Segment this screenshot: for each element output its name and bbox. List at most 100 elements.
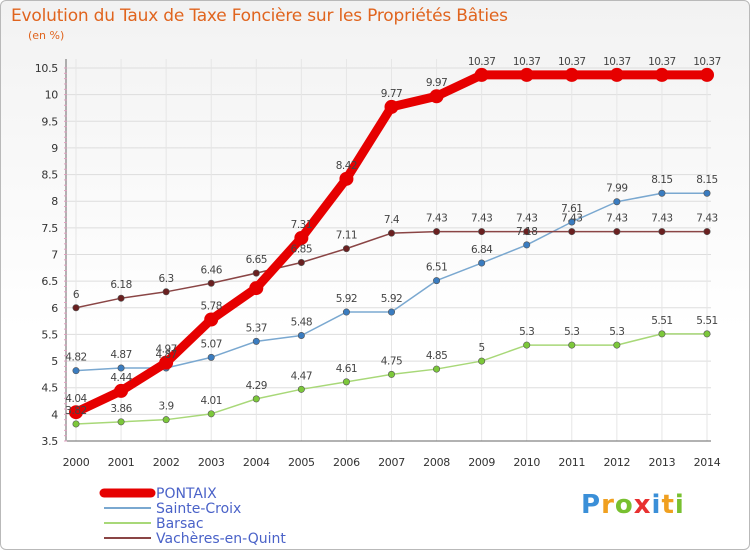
data-point: [433, 228, 441, 236]
data-label: 7.4: [384, 214, 400, 226]
data-point: [207, 353, 215, 361]
x-tick-label: 2011: [558, 456, 585, 469]
data-point: [342, 245, 350, 253]
x-tick-label: 2010: [513, 456, 540, 469]
data-label: 10.37: [693, 56, 721, 68]
data-point: [294, 230, 309, 245]
data-label: 3.86: [110, 403, 132, 415]
data-point: [297, 385, 305, 393]
x-tick-label: 2013: [649, 456, 676, 469]
data-label: 10.37: [558, 56, 586, 68]
data-label: 4.75: [381, 355, 402, 367]
x-tick-label: 2014: [694, 456, 721, 469]
x-tick-label: 2012: [603, 456, 630, 469]
data-label: 7.43: [516, 213, 537, 225]
data-point: [339, 171, 354, 186]
data-point: [568, 341, 576, 349]
data-label: 4.61: [336, 363, 357, 375]
data-label: 7.43: [696, 213, 717, 225]
data-point: [249, 281, 264, 296]
data-label: 7.31: [291, 219, 312, 231]
data-label: 5.07: [201, 338, 222, 350]
data-point: [204, 312, 219, 327]
data-point: [564, 67, 579, 82]
data-label: 7.61: [561, 203, 582, 215]
data-label: 8.15: [696, 174, 717, 186]
y-tick-label: 6.5: [41, 275, 58, 288]
data-point: [297, 331, 305, 339]
x-tick-label: 2008: [423, 456, 450, 469]
x-tick-label: 2000: [63, 456, 90, 469]
x-tick-label: 2009: [468, 456, 495, 469]
logo-letter: i: [674, 490, 685, 520]
data-label: 6.84: [471, 244, 493, 256]
data-point: [117, 418, 125, 426]
data-point: [387, 308, 395, 316]
data-point: [613, 228, 621, 236]
data-point: [658, 330, 666, 338]
data-point: [478, 228, 486, 236]
data-point: [613, 341, 621, 349]
data-point: [162, 416, 170, 424]
data-point: [523, 341, 531, 349]
legend-label: PONTAIX: [156, 486, 217, 502]
data-point: [658, 228, 666, 236]
data-point: [609, 67, 624, 82]
y-tick-label: 4.5: [41, 382, 58, 395]
x-tick-label: 2004: [243, 456, 270, 469]
data-point: [429, 89, 444, 104]
data-label: 10.37: [648, 56, 676, 68]
data-label: 7.99: [606, 183, 627, 195]
data-label: 5.37: [246, 322, 267, 334]
data-point: [159, 355, 174, 370]
data-label: 4.82: [65, 352, 86, 364]
y-tick-label: 3.5: [41, 435, 58, 448]
chart-title: Evolution du Taux de Taxe Foncière sur l…: [11, 6, 508, 26]
data-label: 4.87: [110, 349, 131, 361]
data-label: 4.97: [155, 344, 176, 356]
data-label: 7.43: [471, 213, 492, 225]
logo-letter: t: [661, 490, 675, 520]
data-label: 6.18: [110, 279, 131, 291]
data-point: [519, 67, 534, 82]
data-label: 6.65: [246, 254, 267, 266]
data-point: [703, 228, 711, 236]
data-label: 6.46: [201, 264, 223, 276]
data-label: 10.37: [468, 56, 496, 68]
data-label: 8.42: [336, 160, 357, 172]
data-point: [523, 228, 531, 236]
x-tick-label: 2002: [153, 456, 180, 469]
logo-letter: x: [633, 490, 652, 520]
y-tick-label: 5.5: [41, 328, 58, 341]
data-point: [478, 357, 486, 365]
data-label: 4.47: [291, 370, 312, 382]
data-point: [72, 367, 80, 375]
data-label: 7.18: [516, 226, 537, 238]
data-point: [114, 383, 129, 398]
y-tick-label: 9: [51, 142, 58, 155]
data-label: 5.3: [519, 326, 534, 338]
data-label: 5.78: [201, 301, 222, 313]
legend-label: Vachères-en-Quint: [156, 531, 286, 547]
data-point: [72, 304, 80, 312]
data-label: 5.51: [651, 315, 672, 327]
data-point: [342, 308, 350, 316]
y-tick-label: 9.5: [41, 115, 58, 128]
data-point: [117, 364, 125, 372]
data-point: [162, 288, 170, 296]
logo-letter: r: [601, 490, 615, 520]
data-point: [700, 67, 714, 82]
x-tick-label: 2006: [333, 456, 360, 469]
unit-label: (en %): [28, 29, 65, 42]
data-label: 5.3: [609, 326, 624, 338]
proxiti-logo: Proxiti: [581, 490, 685, 520]
data-label: 4.44: [110, 372, 132, 384]
data-label: 9.77: [381, 88, 402, 100]
data-label: 7.43: [561, 213, 582, 225]
y-tick-label: 8.5: [41, 169, 58, 182]
data-point: [387, 370, 395, 378]
legend-label: Sainte-Croix: [156, 501, 241, 517]
y-tick-label: 6: [51, 302, 58, 315]
data-label: 5.3: [564, 326, 579, 338]
